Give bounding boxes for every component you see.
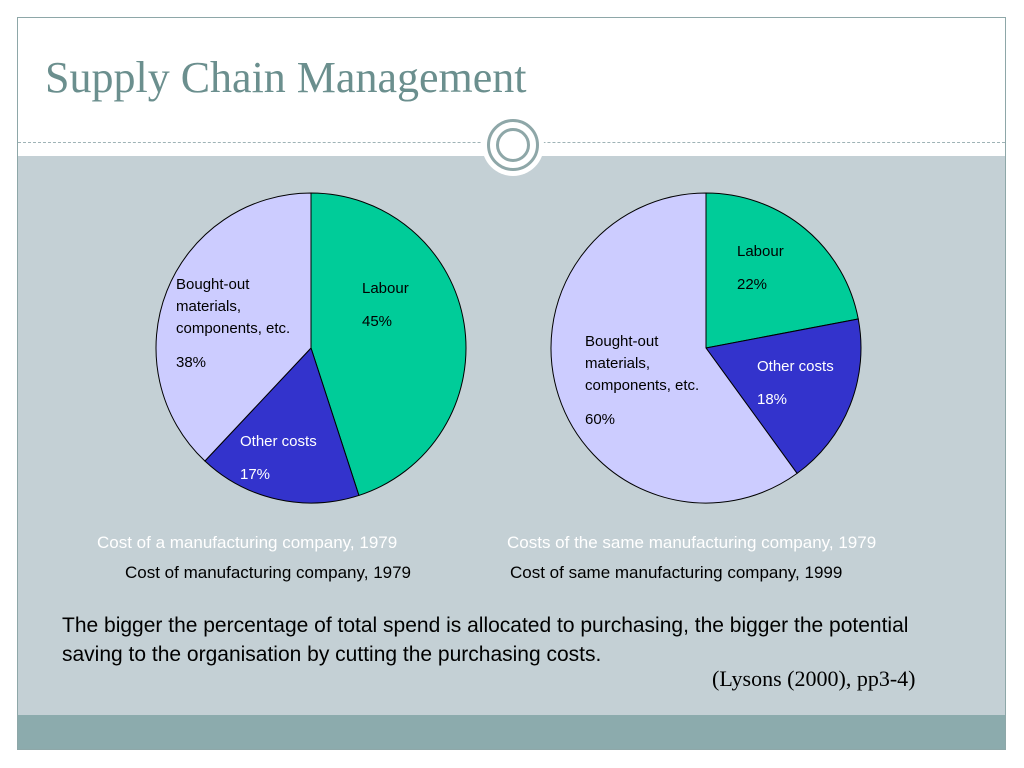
pie1-value-1: 17%: [240, 466, 270, 483]
pie2-value-1: 18%: [757, 391, 787, 408]
pie1-label-2-line-2: components, etc.: [176, 320, 290, 337]
chart2-caption: Cost of same manufacturing company, 1999: [510, 563, 843, 582]
pie1-slice-labour: [310, 192, 467, 497]
pie-chart-2: Labour 22% Other costs 18% Bought-out materia…: [550, 192, 862, 504]
pie2-label-1-line-0: Other costs: [757, 358, 834, 375]
pie1-slice-boughtout: [155, 192, 312, 462]
pie2-slice-other: [705, 318, 862, 475]
pie1-label-1-line-0: Other costs: [240, 433, 317, 450]
pie1-value-0: 45%: [362, 313, 392, 330]
pie2-label-2-line-1: materials,: [585, 355, 650, 372]
ornament-ring-inner-icon: [496, 128, 530, 162]
pie-chart-1: Labour 45% Other costs 17% Bought-out materia…: [155, 192, 467, 504]
pie2-label-2-line-0: Bought-out: [585, 333, 659, 350]
pie1-label-2-line-1: materials,: [176, 298, 241, 315]
body-text: The bigger the percentage of total spend…: [62, 614, 909, 666]
chart2-caption-white: Costs of the same manufacturing company,…: [507, 533, 877, 552]
ornament-ring-icon: [487, 119, 539, 171]
chart1-caption: Cost of manufacturing company, 1979: [125, 563, 412, 582]
pie2-slice-boughtout: [550, 192, 798, 504]
slide-title: Supply Chain Management: [45, 53, 527, 102]
pie2-value-0: 22%: [737, 276, 767, 293]
chart1-caption-white: Cost of a manufacturing company, 1979: [97, 533, 398, 552]
citation: (Lysons (2000), pp3-4): [712, 666, 916, 691]
pie2-label-0-line-0: Labour: [737, 243, 784, 260]
pie2-label-2-line-2: components, etc.: [585, 377, 699, 394]
footer-band: [18, 715, 1005, 749]
pie1-slice-other: [204, 347, 360, 504]
pie1-value-2: 38%: [176, 354, 206, 371]
pie2-slice-labour: [705, 192, 859, 349]
pie1-label-0-line-0: Labour: [362, 280, 409, 297]
pie1-label-2-line-0: Bought-out: [176, 276, 250, 293]
pie2-value-2: 60%: [585, 411, 615, 428]
